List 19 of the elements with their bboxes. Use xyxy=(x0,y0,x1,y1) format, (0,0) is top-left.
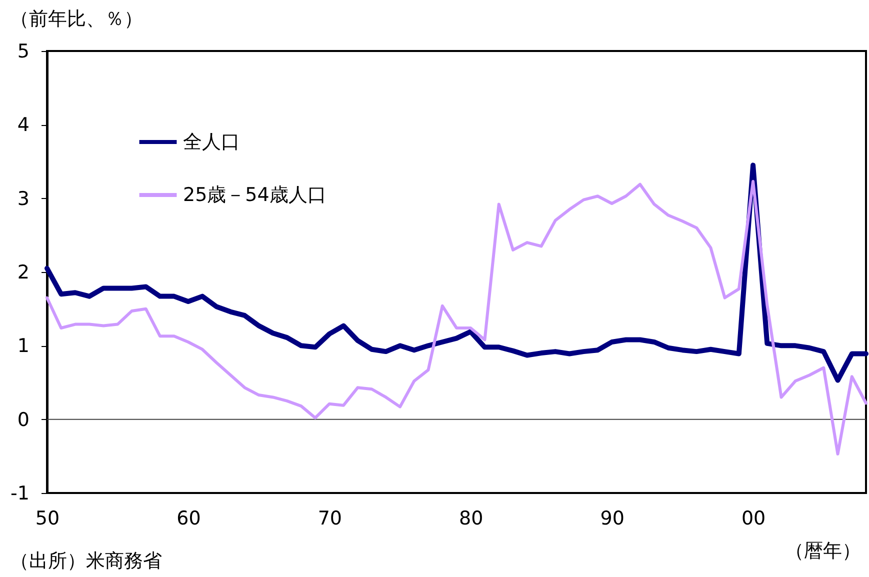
y-tick-label: -1 xyxy=(10,482,30,504)
x-tick-label: 50 xyxy=(35,508,60,530)
text: （出所）米商務省 xyxy=(10,549,162,574)
y-tick-label: 1 xyxy=(17,335,30,358)
y-tick-label: 2 xyxy=(17,262,30,284)
y-axis-title: （前年比、％） xyxy=(10,7,143,32)
y-tick-label: 3 xyxy=(17,188,30,210)
text: （暦年） xyxy=(785,539,861,564)
x-tick-label: 70 xyxy=(318,508,342,530)
y-tick-label: 5 xyxy=(17,40,30,62)
x-tick-label: 80 xyxy=(459,508,484,530)
y-tick-label: 0 xyxy=(17,408,30,431)
y-tick-label: 4 xyxy=(17,114,30,136)
x-tick-label: 00 xyxy=(741,508,766,530)
x-tick-label: 60 xyxy=(176,508,201,530)
legend-label: 25歳－54歳人口 xyxy=(183,184,326,206)
x-tick-label: 90 xyxy=(600,508,624,530)
legend-label: 全人口 xyxy=(183,131,240,153)
line-series xyxy=(46,180,868,456)
